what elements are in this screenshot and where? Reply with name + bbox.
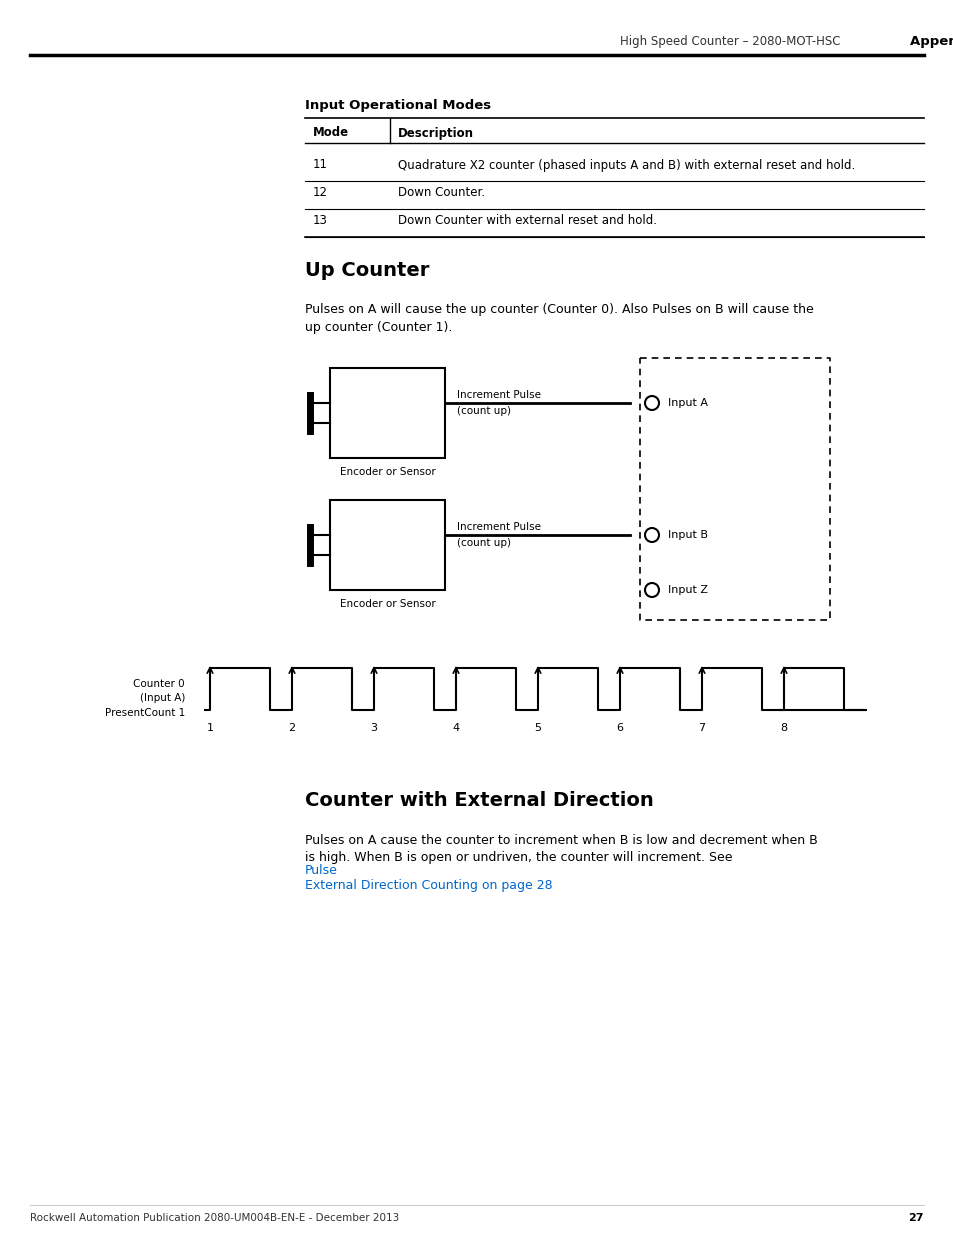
- Text: 11: 11: [313, 158, 328, 172]
- Text: 5: 5: [534, 722, 541, 734]
- Text: PresentCount 1: PresentCount 1: [105, 708, 185, 718]
- Text: 3: 3: [370, 722, 377, 734]
- Text: is high. When B is open or undriven, the counter will increment. See: is high. When B is open or undriven, the…: [305, 851, 736, 864]
- Text: Encoder or Sensor: Encoder or Sensor: [339, 599, 435, 609]
- Text: Description: Description: [397, 126, 474, 140]
- Text: 1: 1: [206, 722, 213, 734]
- Text: 27: 27: [907, 1213, 923, 1223]
- Text: Counter 0: Counter 0: [133, 679, 185, 689]
- Text: 2: 2: [288, 722, 295, 734]
- Text: Input Operational Modes: Input Operational Modes: [305, 99, 491, 111]
- Text: Pulses on A cause the counter to increment when B is low and decrement when B: Pulses on A cause the counter to increme…: [305, 834, 817, 846]
- Text: up counter (Counter 1).: up counter (Counter 1).: [305, 321, 452, 335]
- Text: Down Counter.: Down Counter.: [397, 186, 485, 200]
- Text: (count up): (count up): [456, 406, 511, 416]
- Text: 4: 4: [452, 722, 459, 734]
- Text: Input B: Input B: [667, 530, 707, 540]
- Text: Input Z: Input Z: [667, 585, 707, 595]
- Text: 13: 13: [313, 215, 328, 227]
- Text: 8: 8: [780, 722, 787, 734]
- Text: Mode: Mode: [313, 126, 349, 140]
- Text: Input A: Input A: [667, 398, 707, 408]
- Bar: [330, 500, 444, 590]
- Text: 7: 7: [698, 722, 705, 734]
- Text: High Speed Counter – 2080-MOT-HSC: High Speed Counter – 2080-MOT-HSC: [619, 36, 840, 48]
- Text: Pulse
External Direction Counting on page 28: Pulse External Direction Counting on pag…: [305, 864, 552, 892]
- Text: Increment Pulse: Increment Pulse: [456, 522, 540, 532]
- Text: Rockwell Automation Publication 2080-UM004B-EN-E - December 2013: Rockwell Automation Publication 2080-UM0…: [30, 1213, 399, 1223]
- Text: (Input A): (Input A): [139, 693, 185, 703]
- Text: Down Counter with external reset and hold.: Down Counter with external reset and hol…: [397, 215, 657, 227]
- Text: Pulses on A will cause the up counter (Counter 0). Also Pulses on B will cause t: Pulses on A will cause the up counter (C…: [305, 304, 813, 316]
- Text: Appendix 4: Appendix 4: [909, 36, 953, 48]
- Text: (count up): (count up): [456, 538, 511, 548]
- Circle shape: [644, 396, 659, 410]
- Text: Encoder or Sensor: Encoder or Sensor: [339, 467, 435, 477]
- Bar: [330, 368, 444, 458]
- Text: Counter with External Direction: Counter with External Direction: [305, 790, 653, 809]
- Text: Quadrature X2 counter (phased inputs A and B) with external reset and hold.: Quadrature X2 counter (phased inputs A a…: [397, 158, 854, 172]
- Text: Increment Pulse: Increment Pulse: [456, 390, 540, 400]
- Circle shape: [644, 529, 659, 542]
- Text: 12: 12: [313, 186, 328, 200]
- Text: Up Counter: Up Counter: [305, 261, 429, 279]
- Circle shape: [644, 583, 659, 597]
- Text: 6: 6: [616, 722, 623, 734]
